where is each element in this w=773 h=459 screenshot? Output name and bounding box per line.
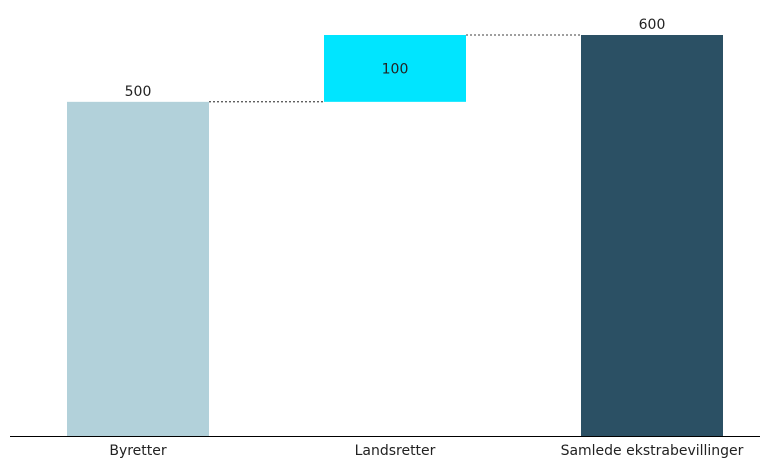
category-label: Samlede ekstrabevillinger <box>561 443 744 459</box>
value-label: 500 <box>125 84 152 100</box>
value-labels-group: 500 100 600 <box>125 17 666 100</box>
category-label: Byretter <box>109 443 167 459</box>
bar-byretter <box>67 101 209 436</box>
connectors-group <box>209 34 581 103</box>
bars-group <box>67 35 723 436</box>
category-label: Landsretter <box>355 443 436 459</box>
value-label: 600 <box>639 17 666 33</box>
value-label: 100 <box>382 61 409 77</box>
bar-samlede-ekstrabevillinger <box>581 35 723 436</box>
bar-landsretter <box>324 35 466 102</box>
category-labels-group: Byretter Landsretter Samlede ekstrabevilli… <box>109 443 743 459</box>
